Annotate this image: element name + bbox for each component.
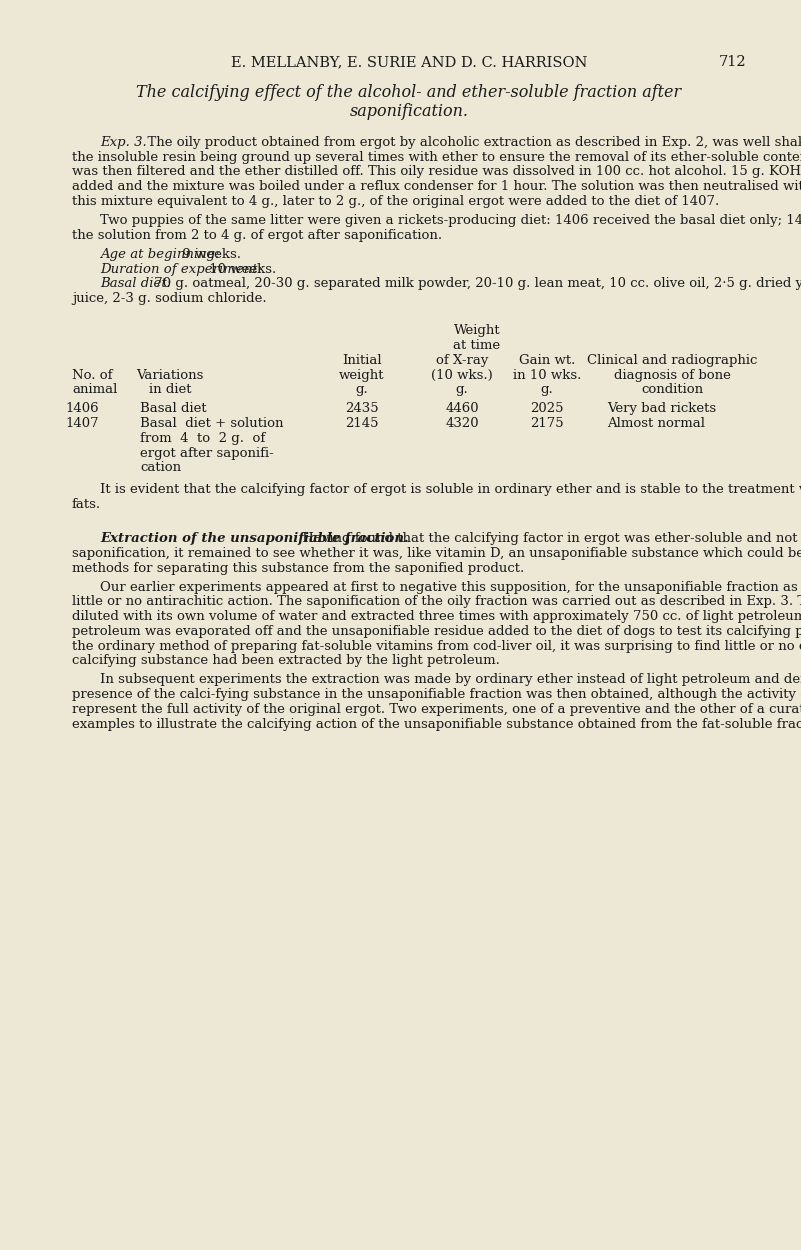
Text: Having found that the calcifying factor in ergot was ether-soluble and not destr: Having found that the calcifying factor … bbox=[297, 532, 801, 545]
Text: saponification.: saponification. bbox=[349, 102, 469, 120]
Text: 9 weeks.: 9 weeks. bbox=[178, 248, 240, 261]
Text: juice, 2-3 g. sodium chloride.: juice, 2-3 g. sodium chloride. bbox=[72, 292, 267, 305]
Text: of X-ray: of X-ray bbox=[436, 354, 488, 367]
Text: The oily product obtained from ergot by alcoholic extraction as described in Exp: The oily product obtained from ergot by … bbox=[139, 136, 801, 149]
Text: 712: 712 bbox=[718, 55, 746, 69]
Text: petroleum was evaporated off and the unsaponifiable residue added to the diet of: petroleum was evaporated off and the uns… bbox=[72, 625, 801, 638]
Text: Very bad rickets: Very bad rickets bbox=[607, 402, 716, 415]
Text: Initial: Initial bbox=[342, 354, 382, 367]
Text: No. of: No. of bbox=[72, 369, 112, 381]
Text: 70 g. oatmeal, 20-30 g. separated milk powder, 20-10 g. lean meat, 10 cc. olive : 70 g. oatmeal, 20-30 g. separated milk p… bbox=[150, 278, 801, 290]
Text: Gain wt.: Gain wt. bbox=[519, 354, 575, 367]
Text: It is evident that the calcifying factor of ergot is soluble in ordinary ether a: It is evident that the calcifying factor… bbox=[100, 484, 801, 496]
Text: 10 weeks.: 10 weeks. bbox=[205, 262, 276, 275]
Text: examples to illustrate the calcifying action of the unsaponifiable substance obt: examples to illustrate the calcifying ac… bbox=[72, 718, 801, 730]
Text: the solution from 2 to 4 g. of ergot after saponification.: the solution from 2 to 4 g. of ergot aft… bbox=[72, 229, 442, 241]
Text: diagnosis of bone: diagnosis of bone bbox=[614, 369, 731, 381]
Text: g.: g. bbox=[456, 384, 469, 396]
Text: Exp. 3.: Exp. 3. bbox=[100, 136, 147, 149]
Text: Basal diet:: Basal diet: bbox=[100, 278, 171, 290]
Text: Extraction of the unsaponifiable fraction.: Extraction of the unsaponifiable fractio… bbox=[100, 532, 409, 545]
Text: was then filtered and the ether distilled off. This oily residue was dissolved i: was then filtered and the ether distille… bbox=[72, 165, 801, 179]
Text: little or no antirachitic action. The saponification of the oily fraction was ca: little or no antirachitic action. The sa… bbox=[72, 595, 801, 609]
Text: g.: g. bbox=[541, 384, 553, 396]
Text: the insoluble resin being ground up several times with ether to ensure the remov: the insoluble resin being ground up seve… bbox=[72, 151, 801, 164]
Text: 2025: 2025 bbox=[530, 402, 564, 415]
Text: from  4  to  2 g.  of: from 4 to 2 g. of bbox=[140, 432, 265, 445]
Text: Basal  diet + solution: Basal diet + solution bbox=[140, 418, 284, 430]
Text: Almost normal: Almost normal bbox=[607, 418, 705, 430]
Text: at time: at time bbox=[453, 339, 501, 352]
Text: Basal diet: Basal diet bbox=[140, 402, 207, 415]
Text: Variations: Variations bbox=[136, 369, 203, 381]
Text: g.: g. bbox=[356, 384, 368, 396]
Text: condition: condition bbox=[641, 384, 703, 396]
Text: 2145: 2145 bbox=[345, 418, 379, 430]
Text: calcifying substance had been extracted by the light petroleum.: calcifying substance had been extracted … bbox=[72, 654, 500, 668]
Text: E. MELLANBY, E. SURIE AND D. C. HARRISON: E. MELLANBY, E. SURIE AND D. C. HARRISON bbox=[231, 55, 587, 69]
Text: this mixture equivalent to 4 g., later to 2 g., of the original ergot were added: this mixture equivalent to 4 g., later t… bbox=[72, 195, 719, 208]
Text: presence of the calci­fying substance in the unsaponifiable fraction was then ob: presence of the calci­fying substance in… bbox=[72, 689, 801, 701]
Text: 1406: 1406 bbox=[65, 402, 99, 415]
Text: added and the mixture was boiled under a reflux condenser for 1 hour. The soluti: added and the mixture was boiled under a… bbox=[72, 180, 801, 194]
Text: in 10 wks.: in 10 wks. bbox=[513, 369, 582, 381]
Text: in diet: in diet bbox=[149, 384, 191, 396]
Text: saponification, it remained to see whether it was, like vitamin D, an unsaponifi: saponification, it remained to see wheth… bbox=[72, 546, 801, 560]
Text: (10 wks.): (10 wks.) bbox=[431, 369, 493, 381]
Text: 1407: 1407 bbox=[65, 418, 99, 430]
Text: In subsequent experiments the extraction was made by ordinary ether instead of l: In subsequent experiments the extraction… bbox=[100, 674, 801, 686]
Text: cation: cation bbox=[140, 461, 181, 475]
Text: The calcifying effect of the alcohol- and ether-soluble fraction after: The calcifying effect of the alcohol- an… bbox=[136, 85, 682, 101]
Text: methods for separating this substance from the saponified product.: methods for separating this substance fr… bbox=[72, 561, 524, 575]
Text: 2435: 2435 bbox=[345, 402, 379, 415]
Text: 4320: 4320 bbox=[445, 418, 479, 430]
Text: 4460: 4460 bbox=[445, 402, 479, 415]
Text: animal: animal bbox=[72, 384, 118, 396]
Text: diluted with its own volume of water and extracted three times with approximatel: diluted with its own volume of water and… bbox=[72, 610, 801, 622]
Text: Our earlier experiments appeared at first to negative this supposition, for the : Our earlier experiments appeared at firs… bbox=[100, 581, 801, 594]
Text: represent the full activity of the original ergot. Two experiments, one of a pre: represent the full activity of the origi… bbox=[72, 703, 801, 716]
Text: Duration of experiment:: Duration of experiment: bbox=[100, 262, 262, 275]
Text: fats.: fats. bbox=[72, 499, 101, 511]
Text: 2175: 2175 bbox=[530, 418, 564, 430]
Text: Clinical and radiographic: Clinical and radiographic bbox=[587, 354, 757, 367]
Text: Weight: Weight bbox=[453, 325, 501, 338]
Text: the ordinary method of preparing fat-soluble vitamins from cod-liver oil, it was: the ordinary method of preparing fat-sol… bbox=[72, 640, 801, 652]
Text: ergot after saponifi-: ergot after saponifi- bbox=[140, 446, 274, 460]
Text: Age at beginning:: Age at beginning: bbox=[100, 248, 219, 261]
Text: weight: weight bbox=[340, 369, 384, 381]
Text: Two puppies of the same litter were given a rickets-producing diet: 1406 receive: Two puppies of the same litter were give… bbox=[100, 214, 801, 228]
